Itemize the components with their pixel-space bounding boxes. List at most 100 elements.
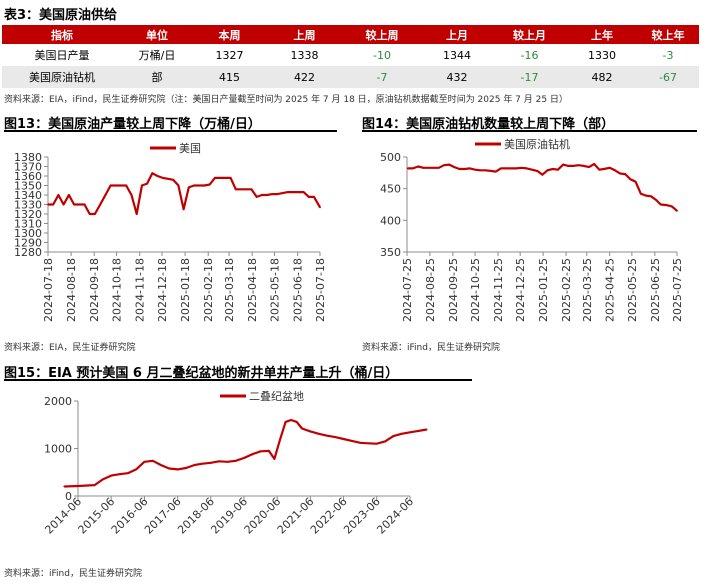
y-tick-label: 1370 <box>14 161 42 174</box>
x-tick-label: 2025-02-18 <box>202 258 215 322</box>
data-point <box>62 203 65 206</box>
data-point <box>101 478 104 481</box>
table-cell: 万桶/日 <box>122 44 192 66</box>
fig13-title: 图13：美国原油产量较上周下降（万桶/日） <box>4 117 261 132</box>
data-point <box>208 183 211 186</box>
data-point <box>120 184 122 187</box>
data-point <box>417 430 420 432</box>
data-point <box>245 188 248 191</box>
data-point <box>78 203 81 206</box>
fig14-source: 资料来源：iFind，民生证券研究院 <box>362 343 500 353</box>
data-point <box>118 473 121 476</box>
data-point <box>99 203 102 206</box>
data-point <box>645 194 647 197</box>
series-line <box>407 162 678 212</box>
data-point <box>546 169 549 172</box>
data-point <box>151 459 154 462</box>
data-point <box>510 167 513 170</box>
data-point <box>290 419 293 421</box>
data-point <box>634 180 637 183</box>
data-point <box>531 168 533 171</box>
data-point <box>126 472 129 475</box>
data-point <box>94 213 96 215</box>
table-title: 表3：美国原油供给 <box>4 8 118 23</box>
data-point <box>301 427 303 430</box>
data-point <box>193 184 195 187</box>
data-point <box>209 461 212 464</box>
data-point <box>140 184 143 187</box>
x-tick-label: 2024-12-18 <box>156 258 169 322</box>
data-point <box>613 169 616 172</box>
data-point <box>409 431 411 434</box>
data-point <box>309 430 312 433</box>
data-point <box>234 459 237 462</box>
data-point <box>292 191 295 194</box>
legend-label: 美国 <box>179 142 201 155</box>
data-point <box>443 164 445 167</box>
data-point <box>267 449 270 452</box>
x-tick-label: 2024-08-25 <box>424 258 437 322</box>
table-cell: 美国原油钻机 <box>2 66 122 88</box>
data-point <box>629 178 632 181</box>
x-tick-label: 2024-10-25 <box>469 258 482 322</box>
x-tick-label: 2025-06-25 <box>649 258 662 322</box>
data-point <box>342 438 345 440</box>
data-point <box>384 440 386 443</box>
data-point <box>185 467 187 469</box>
data-point <box>229 177 232 179</box>
data-point <box>525 167 528 170</box>
data-point <box>551 168 554 170</box>
data-point <box>593 163 596 165</box>
data-point <box>281 192 284 194</box>
table-row: 美国日产量 万桶/日 1327 1338 -10 1344 -16 1330 -… <box>2 44 699 66</box>
data-point <box>489 170 492 172</box>
data-point <box>88 213 91 215</box>
x-tick-label: 2025-07-18 <box>314 258 327 322</box>
data-point <box>334 436 337 438</box>
x-tick-label: 2024-11-25 <box>492 258 505 322</box>
data-point <box>567 164 570 167</box>
y-tick-label: 1280 <box>14 246 42 259</box>
data-point <box>520 166 523 169</box>
data-point <box>437 166 440 169</box>
data-point <box>676 209 678 212</box>
x-tick-label: 2024-11-18 <box>134 258 147 322</box>
data-point <box>650 195 653 198</box>
data-point <box>104 194 107 196</box>
data-point <box>400 432 403 435</box>
data-point <box>505 167 508 170</box>
y-tick-label: 0 <box>65 490 72 503</box>
data-point <box>218 460 221 463</box>
data-point <box>160 464 162 467</box>
fig14-title-rule <box>362 130 697 132</box>
data-point <box>279 439 281 441</box>
data-point <box>243 457 245 459</box>
data-point <box>515 167 518 170</box>
data-point <box>608 166 611 169</box>
data-point <box>417 165 419 168</box>
data-point <box>224 177 227 179</box>
x-tick-label: 2025-07-25 <box>671 258 684 322</box>
data-point <box>317 432 320 435</box>
supply-table: 指标 单位 本周 上周 较上周 上月 较上月 上年 较上年 美国日产量 万桶/日… <box>2 25 699 88</box>
data-point <box>135 468 137 471</box>
x-tick-label: 2024-12-25 <box>514 258 527 322</box>
data-point <box>226 460 229 463</box>
data-point <box>234 188 237 191</box>
table-cell: -7 <box>342 66 422 88</box>
table-cell: 1327 <box>192 44 267 66</box>
data-point <box>468 167 471 170</box>
data-point <box>259 450 262 453</box>
header-cell: 较上年 <box>637 25 699 44</box>
fig15-chart: 0100020002014-062015-062016-062017-06201… <box>42 389 428 537</box>
data-point <box>655 199 658 201</box>
data-point <box>284 421 287 423</box>
data-point <box>176 468 179 471</box>
table-source: 资料来源：EIA，iFind，民生证券研究院（注：美国日产量截至时间为 2025… <box>4 95 568 105</box>
data-point <box>47 203 49 206</box>
data-point <box>572 164 575 167</box>
data-point <box>427 166 430 169</box>
data-point <box>453 166 456 169</box>
data-point <box>93 484 96 486</box>
data-point <box>250 188 253 191</box>
